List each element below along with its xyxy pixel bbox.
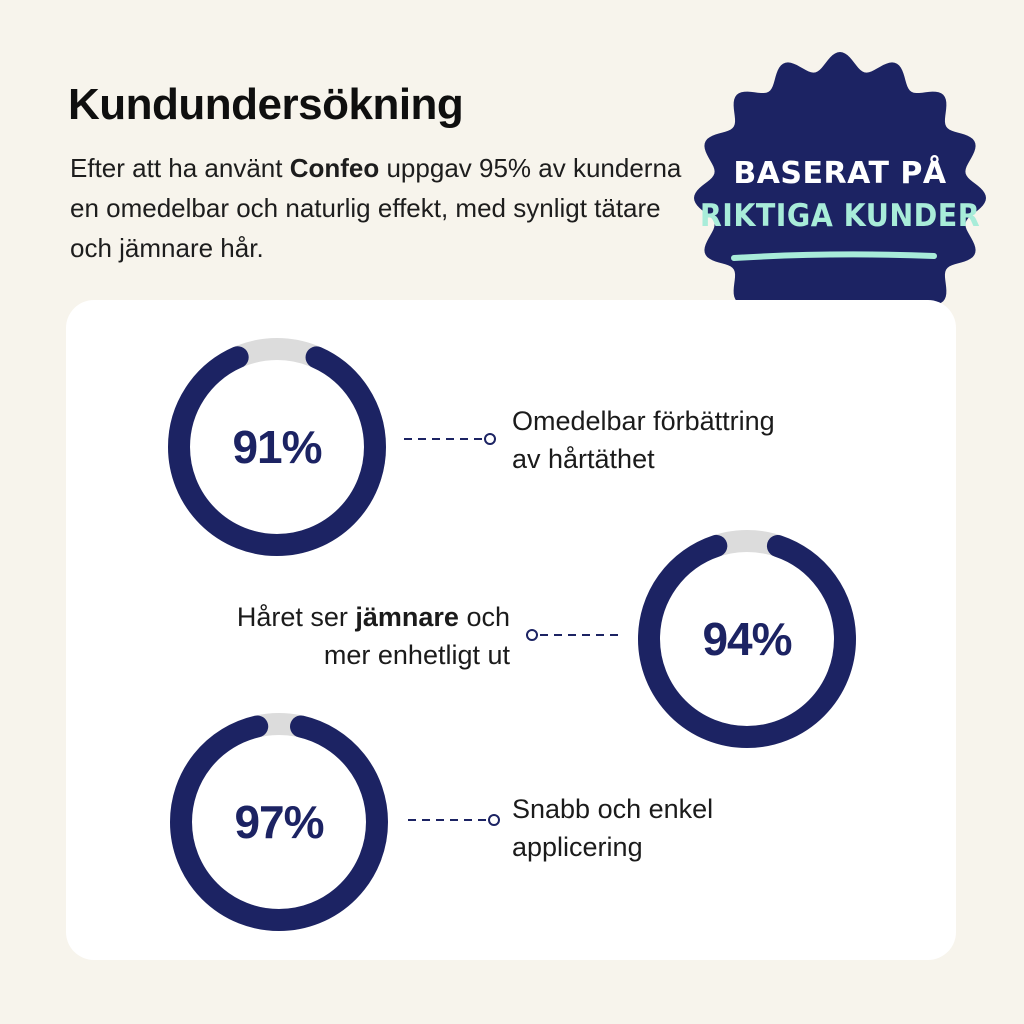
stat-label-2: Håret ser jämnare och mer enhetligt ut — [126, 598, 510, 674]
stat-label-2-bold: jämnare — [355, 602, 459, 632]
ring-fill — [170, 713, 388, 931]
progress-ring-1: 91% — [162, 332, 392, 562]
percent-label: 94% — [702, 613, 792, 665]
progress-ring-2: 94% — [632, 524, 862, 754]
page-title: Kundundersökning — [68, 80, 464, 129]
stat-label-2-post: och — [458, 602, 510, 632]
intro-brand: Confeo — [289, 153, 380, 183]
stat-label-1-line-1: Omedelbar förbättring — [512, 406, 775, 436]
seal-shape — [694, 52, 986, 344]
stat-label-3-line-2: applicering — [512, 832, 643, 862]
badge-seal: BASERAT PÅ RIKTIGA KUNDER — [682, 40, 998, 356]
progress-ring-3: 97% — [164, 707, 394, 937]
seal-line-1: BASERAT PÅ — [733, 156, 947, 191]
ring-fill — [168, 338, 386, 556]
ring-fill — [638, 530, 856, 748]
percent-label: 97% — [234, 796, 324, 848]
stats-card: 91% Omedelbar förbättring av hårtäthet 9… — [66, 300, 956, 960]
intro-part-2: uppgav 95% av kunderna en omedelbar och … — [70, 153, 682, 263]
stat-label-3-line-1: Snabb och enkel — [512, 794, 714, 824]
percent-label: 91% — [232, 421, 322, 473]
connector-line-3 — [408, 813, 502, 827]
seal-line-2: RIKTIGA KUNDER — [699, 198, 981, 234]
stat-label-2-line-1: Håret ser jämnare och — [126, 598, 510, 636]
stat-label-1-line-2: av hårtäthet — [512, 444, 655, 474]
connector-line-2 — [524, 628, 618, 642]
intro-text: Efter att ha använt Confeo uppgav 95% av… — [70, 148, 690, 268]
stat-label-2-line-2: mer enhetligt ut — [323, 640, 510, 670]
connector-line-1 — [404, 432, 498, 446]
stat-label-2-pre: Håret ser — [236, 602, 356, 632]
intro-part-1: Efter att ha använt — [70, 153, 290, 183]
stat-label-3: Snabb och enkel applicering — [512, 790, 713, 866]
stat-label-1: Omedelbar förbättring av hårtäthet — [512, 402, 775, 478]
